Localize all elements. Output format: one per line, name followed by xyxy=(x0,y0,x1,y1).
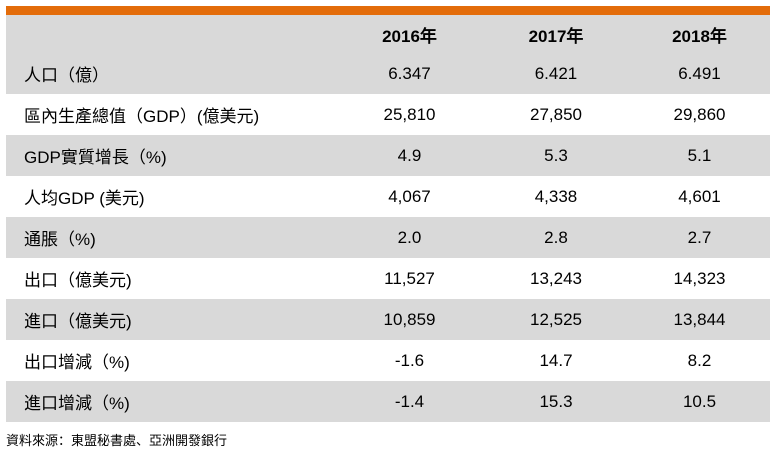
cell-2017: 15.3 xyxy=(539,391,573,411)
row-label: 通脹（%) xyxy=(24,230,96,249)
cell-2018: 4,601 xyxy=(678,186,721,206)
header-year-2018: 2018年 xyxy=(672,26,727,46)
row-label: GDP實質增長（%) xyxy=(24,148,167,167)
cell-2016: -1.4 xyxy=(394,391,425,411)
row-label: 區內生產總值（GDP）(億美元) xyxy=(24,107,260,126)
table-row: 進口（億美元) 10,859 12,525 13,844 xyxy=(6,299,770,340)
cell-2017: 4,338 xyxy=(534,186,578,206)
cell-2018: 13,844 xyxy=(673,309,726,329)
cell-2016: 4,067 xyxy=(388,186,431,206)
cell-2016: 11,527 xyxy=(384,268,435,288)
cell-2017: 6.421 xyxy=(534,63,578,83)
economic-indicators-table: 2016年 2017年 2018年 人口（億） 6.347 6.421 6.49… xyxy=(6,15,770,422)
cell-2016: 6.347 xyxy=(388,63,431,83)
table-row: 進口增減（%) -1.4 15.3 10.5 xyxy=(6,381,770,422)
row-label: 出口（億美元) xyxy=(24,271,132,290)
header-year-2017: 2017年 xyxy=(528,26,584,46)
row-label: 出口增減（%) xyxy=(24,353,130,372)
cell-2017: 14.7 xyxy=(539,350,573,370)
row-label: 進口（億美元) xyxy=(24,312,132,331)
cell-2017: 12,525 xyxy=(530,309,582,329)
table-header-row: 2016年 2017年 2018年 xyxy=(6,15,770,53)
accent-bar xyxy=(6,6,770,15)
table-row: 出口（億美元) 11,527 13,243 14,323 xyxy=(6,258,770,299)
cell-2016: 2.0 xyxy=(397,227,422,247)
header-indicator xyxy=(6,15,336,53)
cell-2017: 27,850 xyxy=(530,104,582,124)
table-row: 出口增減（%) -1.6 14.7 8.2 xyxy=(6,340,770,381)
cell-2018: 14,323 xyxy=(673,268,726,288)
cell-2017: 2.8 xyxy=(544,227,568,247)
table-row: 人口（億） 6.347 6.421 6.491 xyxy=(6,53,770,94)
row-label: 人口（億） xyxy=(24,66,109,85)
table-row: GDP實質增長（%) 4.9 5.3 5.1 xyxy=(6,135,770,176)
cell-2016: -1.6 xyxy=(394,350,425,370)
cell-2018: 2.7 xyxy=(687,227,712,247)
table-row: 區內生產總值（GDP）(億美元) 25,810 27,850 29,860 xyxy=(6,94,770,135)
cell-2016: 10,859 xyxy=(383,309,436,329)
cell-2017: 13,243 xyxy=(530,268,582,288)
cell-2018: 29,860 xyxy=(673,104,726,124)
source-note: 資料來源：東盟秘書處、亞洲開發銀行 xyxy=(6,433,228,448)
cell-2017: 5.3 xyxy=(544,145,568,165)
cell-2018: 10.5 xyxy=(682,391,717,411)
row-label: 人均GDP (美元) xyxy=(24,189,145,208)
row-label: 進口增減（%) xyxy=(24,394,130,413)
header-year-2016: 2016年 xyxy=(382,26,437,46)
table-row: 通脹（%) 2.0 2.8 2.7 xyxy=(6,217,770,258)
cell-2018: 8.2 xyxy=(687,350,712,370)
cell-2016: 4.9 xyxy=(397,145,422,165)
table-row: 人均GDP (美元) 4,067 4,338 4,601 xyxy=(6,176,770,217)
cell-2016: 25,810 xyxy=(383,104,436,124)
cell-2018: 5.1 xyxy=(687,145,712,165)
cell-2018: 6.491 xyxy=(678,63,721,83)
